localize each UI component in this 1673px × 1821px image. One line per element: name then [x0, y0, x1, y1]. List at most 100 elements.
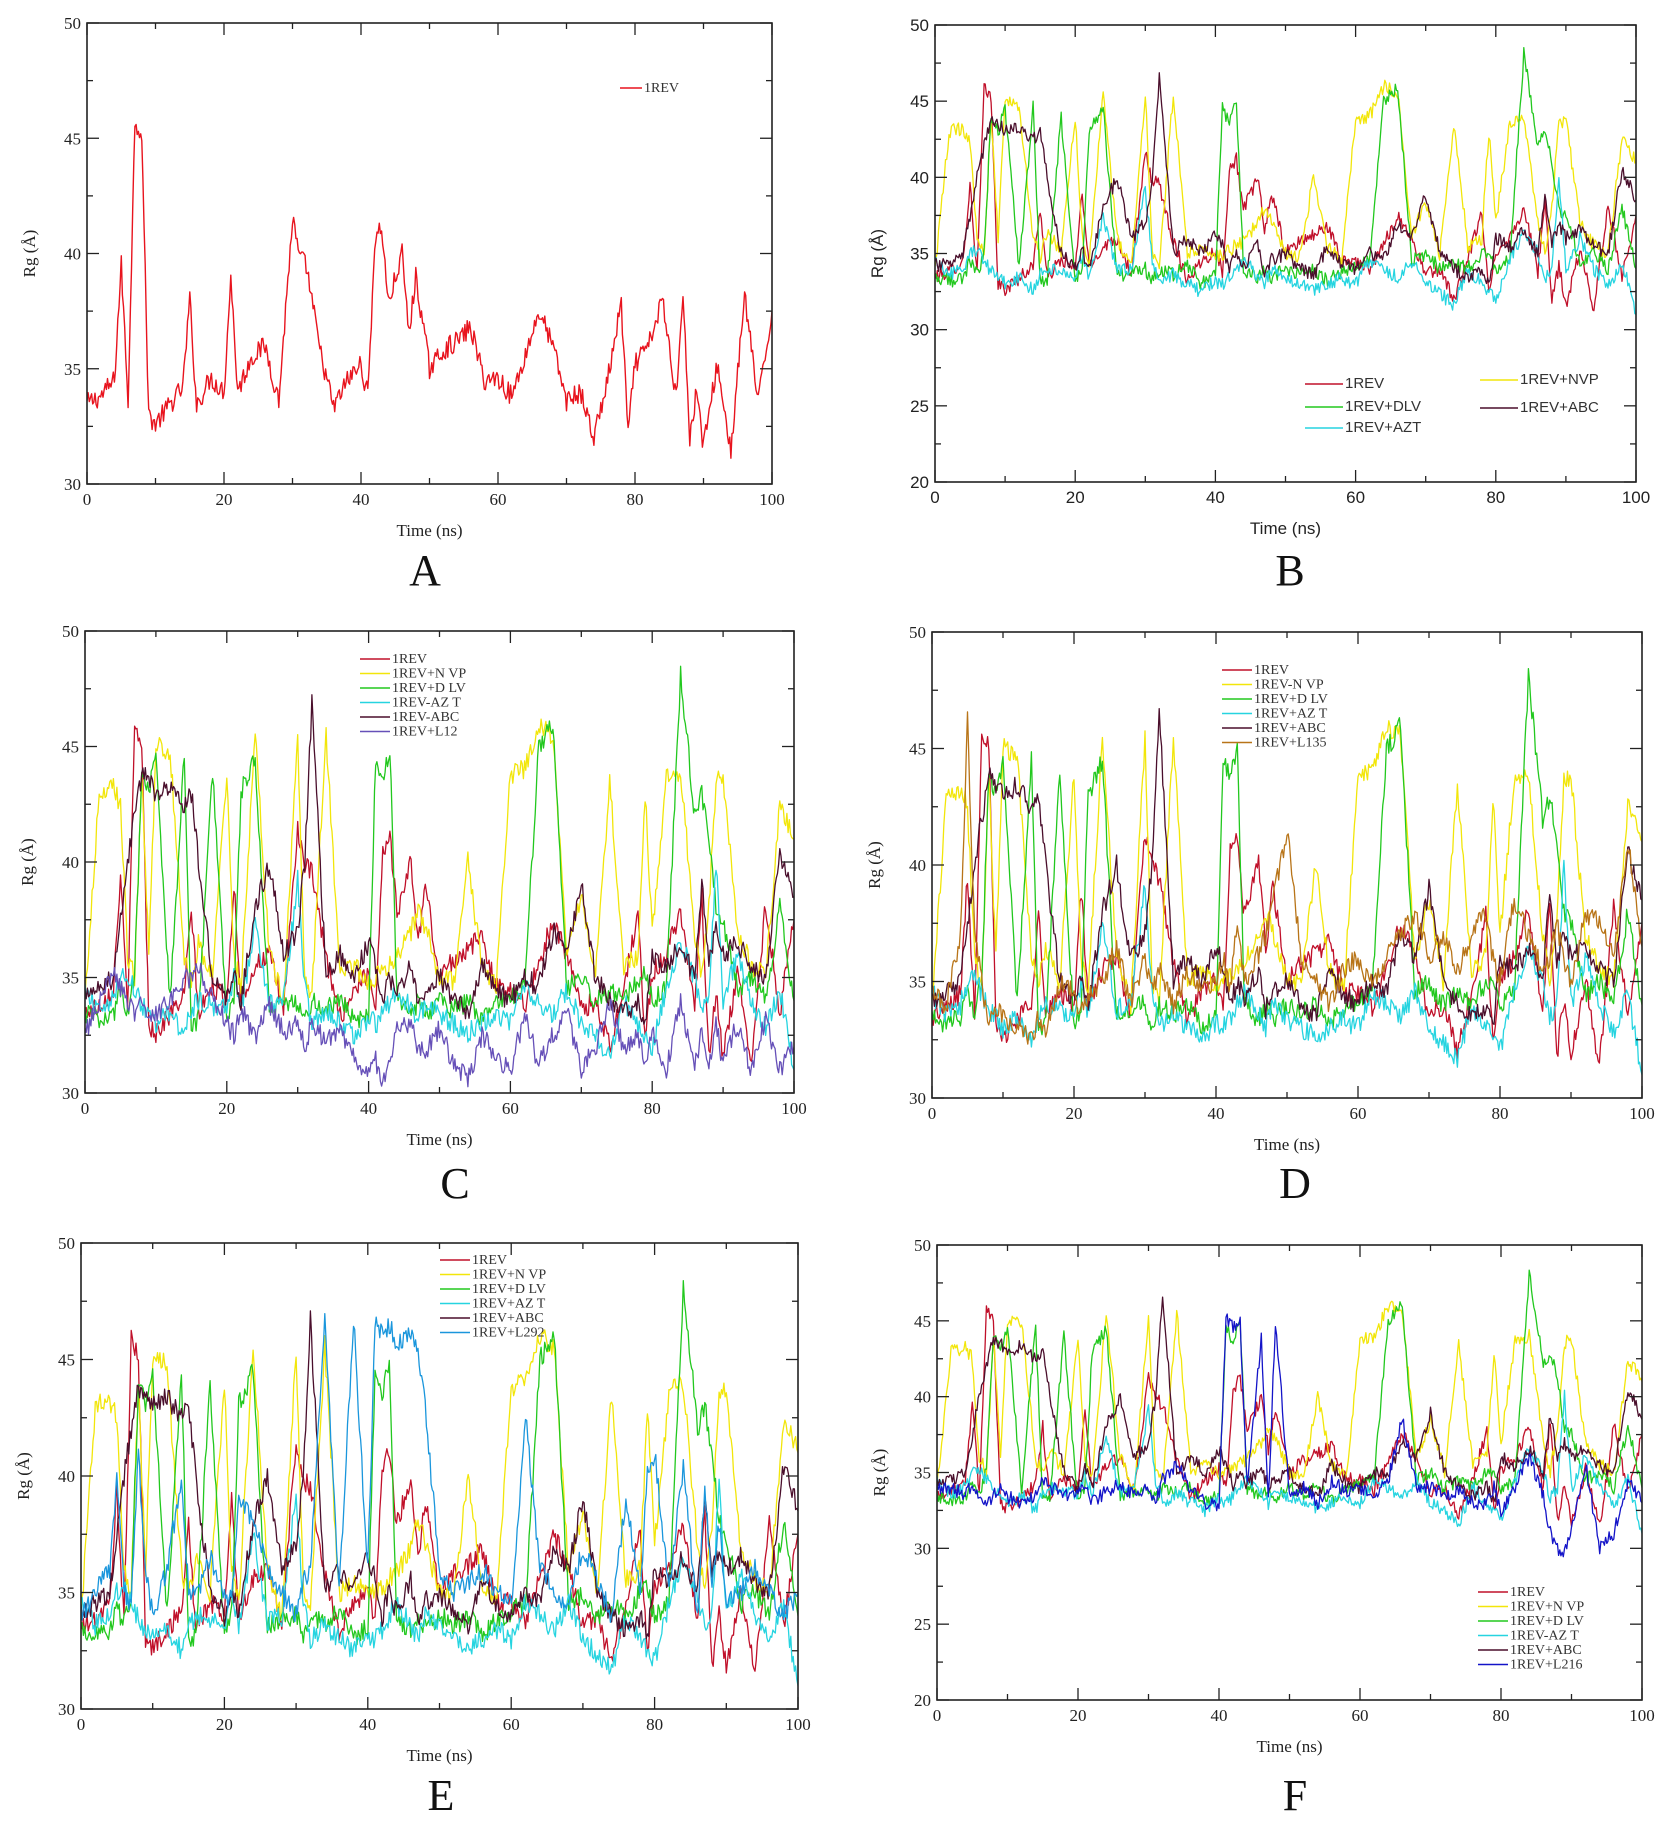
series-line-l292: [81, 1313, 798, 1623]
legend-label-azt: 1REV-AZ T: [1510, 1629, 1579, 1644]
y-tick-label: 30: [914, 1539, 931, 1558]
legend-label-nvp: 1REV+N VP: [472, 1268, 546, 1283]
y-tick-label: 40: [64, 245, 81, 264]
series-group: [87, 123, 772, 459]
legend-label-dlv: 1REV+D LV: [1254, 692, 1328, 707]
x-tick-label: 100: [781, 1099, 807, 1118]
x-tick-label: 60: [502, 1099, 519, 1118]
x-tick-label: 60: [1350, 1104, 1367, 1123]
x-tick-label: 80: [1486, 488, 1505, 507]
x-axis-title: Time (ns): [1254, 1135, 1320, 1154]
legend-label-l216: 1REV+L216: [1510, 1658, 1582, 1673]
legend-label-nvp: 1REV+NVP: [1520, 371, 1599, 388]
x-tick-label: 100: [1622, 488, 1650, 507]
panel-letter: E: [428, 1771, 455, 1820]
y-tick-label: 45: [914, 1312, 931, 1331]
x-tick-label: 40: [1206, 488, 1225, 507]
x-axis-title: Time (ns): [1250, 519, 1321, 538]
legend-label-dlv: 1REV+D LV: [1510, 1614, 1584, 1629]
y-tick-label: 30: [58, 1700, 75, 1719]
series-group: [932, 667, 1642, 1075]
x-tick-label: 40: [353, 490, 370, 509]
x-tick-label: 0: [930, 488, 939, 507]
y-tick-label: 45: [58, 1351, 75, 1370]
series-line-l216: [937, 1313, 1642, 1558]
legend-label-azt: 1REV-AZ T: [392, 696, 461, 711]
y-tick-label: 50: [909, 623, 926, 642]
legend-label-abc: 1REV+ABC: [1254, 721, 1326, 736]
legend-label-abc: 1REV+ABC: [1520, 399, 1599, 416]
panel-e: 0 20 40 60 80 100 30 35 40 45 50 Time (ns) Rg (Å) 1RE…: [14, 1234, 811, 1820]
series-group: [81, 1280, 798, 1686]
x-tick-label: 80: [627, 490, 644, 509]
x-tick-label: 80: [1492, 1104, 1509, 1123]
legend-label-nvp: 1REV+N VP: [392, 667, 466, 682]
y-tick-label: 50: [64, 14, 81, 33]
x-tick-label: 40: [360, 1099, 377, 1118]
legend-label-dlv: 1REV+D LV: [472, 1282, 546, 1297]
legend-label-rev_multi: 1REV: [1510, 1585, 1545, 1600]
x-tick-label: 20: [1066, 488, 1085, 507]
series-line-abc: [85, 694, 794, 1025]
x-tick-label: 40: [1208, 1104, 1225, 1123]
y-tick-label: 35: [64, 360, 81, 379]
y-tick-label: 45: [64, 129, 81, 148]
series-line-rev: [87, 123, 772, 459]
x-tick-label: 60: [1352, 1706, 1369, 1725]
panel-d: 0 20 40 60 80 100 30 35 40 45 50 Time (ns) Rg (Å) 1RE…: [865, 623, 1655, 1208]
legend: 1REV 1REV+DLV 1REV+AZT 1REV+NVP 1REV+ABC: [1305, 371, 1599, 436]
x-tick-label: 0: [928, 1104, 937, 1123]
y-tick-label: 50: [58, 1234, 75, 1253]
x-axis-title: Time (ns): [407, 1130, 473, 1149]
x-tick-label: 0: [83, 490, 92, 509]
x-tick-label: 100: [759, 490, 785, 509]
legend-label-abc: 1REV+ABC: [1510, 1643, 1582, 1658]
y-tick-label: 45: [910, 92, 929, 111]
y-tick-label: 40: [910, 168, 929, 187]
y-tick-label: 30: [62, 1084, 79, 1103]
y-tick-label: 30: [64, 475, 81, 494]
legend-label-l292: 1REV+L292: [472, 1326, 544, 1341]
series-line-azt: [935, 177, 1636, 315]
series-line-l135: [932, 711, 1642, 1045]
y-tick-label: 20: [914, 1691, 931, 1710]
series-line-azt: [81, 1478, 798, 1686]
x-tick-label: 80: [644, 1099, 661, 1118]
panel-letter: D: [1279, 1159, 1311, 1208]
legend-label-azt: 1REV+AZ T: [1254, 707, 1328, 722]
series-line-abc: [935, 72, 1636, 285]
x-tick-label: 20: [1066, 1104, 1083, 1123]
y-tick-label: 45: [909, 740, 926, 759]
y-tick-label: 25: [910, 397, 929, 416]
x-tick-label: 20: [218, 1099, 235, 1118]
panel-a: 0 20 40 60 80 100 30 35 40 45 50 Time (ns) Rg (Å) 1RE…: [20, 14, 785, 595]
y-tick-label: 35: [62, 969, 79, 988]
panel-letter: F: [1283, 1771, 1307, 1820]
x-tick-label: 60: [1346, 488, 1365, 507]
y-axis-title: Rg (Å): [18, 838, 37, 886]
x-tick-label: 0: [77, 1715, 86, 1734]
y-tick-label: 35: [909, 973, 926, 992]
x-tick-label: 0: [933, 1706, 942, 1725]
x-tick-label: 60: [490, 490, 507, 509]
y-tick-label: 40: [909, 856, 926, 875]
x-tick-label: 20: [216, 490, 233, 509]
x-tick-label: 40: [1211, 1706, 1228, 1725]
y-tick-label: 40: [58, 1467, 75, 1486]
series-group: [85, 665, 794, 1088]
legend-label-dlv: 1REV+DLV: [1345, 398, 1421, 415]
legend-label-azt: 1REV+AZT: [1345, 419, 1421, 436]
x-axis-title: Time (ns): [397, 521, 463, 540]
y-tick-label: 50: [914, 1236, 931, 1255]
y-axis-title: Rg (Å): [14, 1452, 33, 1500]
series-line-abc: [81, 1310, 798, 1640]
series-group: [937, 1269, 1642, 1558]
legend-label-abc: 1REV+ABC: [472, 1311, 544, 1326]
legend-label-dlv: 1REV+D LV: [392, 681, 466, 696]
x-tick-label: 60: [503, 1715, 520, 1734]
y-tick-label: 20: [910, 473, 929, 492]
panel-letter: B: [1275, 546, 1304, 595]
